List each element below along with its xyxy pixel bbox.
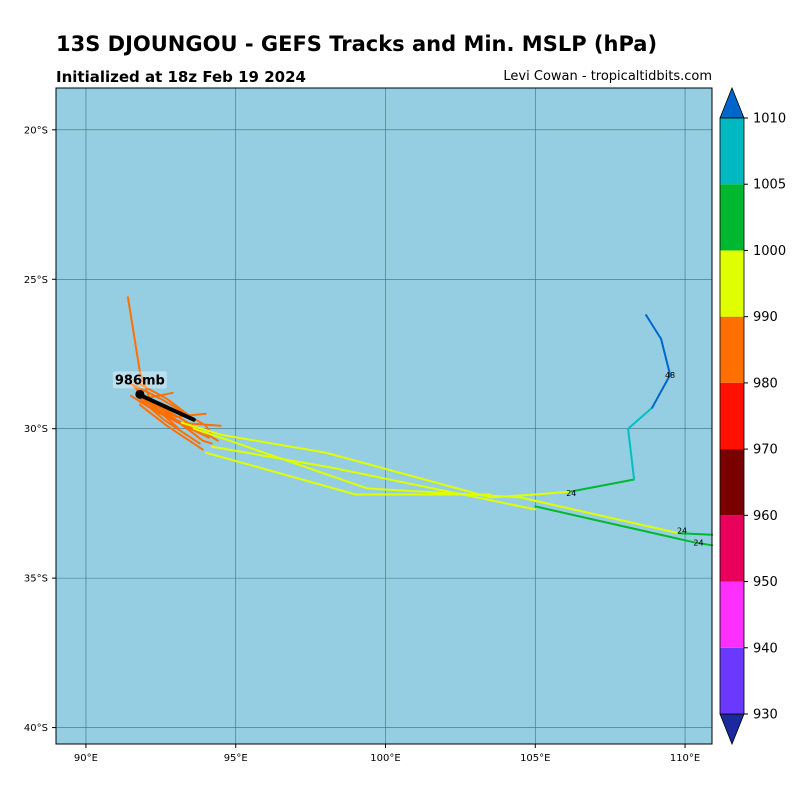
forecast-hour-label: 48 [665, 371, 675, 380]
colorbar-segment [720, 316, 744, 383]
chart-title: 13S DJOUNGOU - GEFS Tracks and Min. MSLP… [56, 32, 658, 56]
ensemble-track [192, 427, 681, 535]
ensemble-track [138, 397, 201, 445]
lon-tick-label: 90°E [74, 753, 98, 764]
colorbar-frame [719, 117, 745, 715]
pressure-colorbar: 930 940 950 960 970 980 990 1000 1005 1010 [719, 86, 786, 746]
colorbar-segment [720, 250, 744, 317]
colorbar-segment [720, 647, 744, 714]
lon-tick-label: 95°E [224, 753, 248, 764]
colorbar-tick-label: 950 [753, 575, 778, 590]
colorbar-segment [720, 184, 744, 251]
colorbar-under-arrow [719, 713, 745, 746]
colorbar-segment [720, 581, 744, 648]
colorbar-over-arrow [719, 86, 745, 119]
forecast-hour-label: 24 [677, 526, 687, 535]
storm-marker: 986mb [112, 371, 167, 399]
colorbar-tick-label: 990 [753, 310, 778, 325]
storm-pressure-label: 986mb [115, 373, 165, 388]
map-frame [55, 87, 713, 745]
lat-tick-label: 40°S [24, 723, 48, 734]
colorbar-segment [720, 449, 744, 516]
colorbar-tick-label: 960 [753, 509, 778, 524]
ensemble-track [627, 406, 654, 481]
lon-tick-label: 110°E [670, 753, 700, 764]
ensemble-track [570, 478, 636, 493]
ensemble-track [534, 505, 713, 547]
forecast-hour-label: 24 [693, 538, 703, 547]
ensemble-track [204, 451, 492, 496]
ensemble-track [645, 314, 672, 409]
lat-tick-label: 25°S [24, 275, 48, 286]
forecast-hour-label: 24 [566, 489, 576, 498]
colorbar-segment [720, 515, 744, 582]
mean-track [136, 392, 196, 422]
colorbar-tick-label: 1010 [753, 112, 786, 127]
lat-tick-label: 35°S [24, 574, 48, 585]
lon-tick-label: 105°E [520, 753, 550, 764]
colorbar-tick-label: 930 [753, 708, 778, 723]
colorbar-tick-label: 970 [753, 443, 778, 458]
ensemble-track [678, 532, 713, 536]
colorbar-tick-label: 1000 [753, 244, 786, 259]
colorbar-tick-label: 940 [753, 641, 778, 656]
ensemble-track [180, 421, 573, 499]
colorbar-segment [720, 118, 744, 185]
forecast-hour-labels: 48 24 24 24 [566, 371, 703, 547]
colorbar-tick-label: 1005 [753, 178, 786, 193]
credit-text: Levi Cowan - tropicaltidbits.com [503, 69, 712, 84]
lat-tick-label: 30°S [24, 424, 48, 435]
ensemble-tracks [126, 296, 713, 547]
lat-tick-label: 20°S [24, 125, 48, 136]
mean-track-line [136, 392, 196, 422]
axis-ticks: 90°E 95°E 100°E 105°E 110°E 20°S 25°S 30°S 35°S 4… [24, 125, 700, 764]
storm-label-box [112, 371, 167, 389]
ensemble-track [210, 445, 537, 511]
colorbar-segment [720, 382, 744, 450]
storm-position-dot [135, 389, 145, 399]
lon-tick-label: 100°E [370, 753, 400, 764]
ensemble-track [138, 403, 204, 451]
init-time-subtitle: Initialized at 18z Feb 19 2024 [56, 68, 306, 86]
colorbar-tick-label: 980 [753, 376, 778, 391]
graticule [56, 88, 712, 744]
ensemble-track [132, 379, 192, 418]
